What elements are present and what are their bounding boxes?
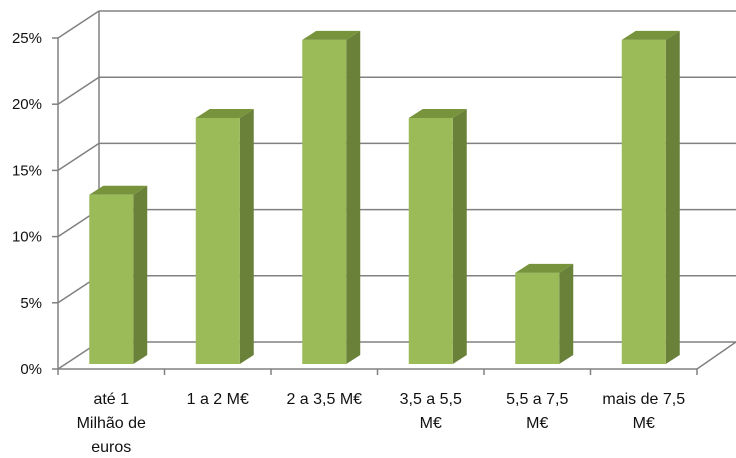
x-tick-label: M€ [633,415,655,432]
gridline-side [57,10,100,39]
bar-front [408,117,453,364]
x-tick-label: M€ [526,415,548,432]
x-tick-label: 3,5 a 5,5 [400,391,462,408]
floor-edge [696,341,736,370]
bar-front [302,39,347,365]
bar [408,108,467,364]
bar-side [559,263,574,364]
y-tick-label: 25% [12,30,42,47]
gridline-side [57,142,100,172]
bar [621,30,680,365]
y-axis-ticks: 0% 5% 10% 15% 20% 25% [12,30,58,378]
bar-top [621,30,680,40]
bar-side [239,108,254,364]
bar-side [133,185,148,364]
gridline-side [57,76,100,105]
bar-front [195,117,240,364]
x-axis-labels: até 1 Milhão de euros 1 a 2 M€ 2 a 3,5 M€ 3,5… [77,391,686,456]
bar-top [408,108,467,118]
bar [195,108,254,364]
bar-side [346,30,361,365]
y-tick-label: 5% [20,295,42,312]
bar-top [302,30,361,40]
bar-front [89,194,134,364]
bar-top [195,108,254,118]
y-tick-label: 0% [20,361,42,378]
x-tick-label: mais de 7,5 [602,391,685,408]
bar-front [515,272,560,364]
y-tick-label: 10% [12,229,42,246]
bar-side [665,30,680,365]
x-tick-label: 2 a 3,5 M€ [286,391,362,408]
bar [515,263,574,364]
bar [302,30,361,365]
bar-side [452,108,467,364]
bar-front [621,39,666,365]
x-tick-label: até 1 [93,391,129,408]
x-axis-ticks [57,369,698,375]
x-tick-label: Milhão de [77,415,146,432]
bar [89,185,148,364]
y-tick-label: 20% [12,96,42,113]
bar-top [89,185,148,195]
x-tick-label: 1 a 2 M€ [187,391,249,408]
x-tick-label: M€ [420,415,442,432]
bars [89,30,680,365]
x-tick-label: euros [91,439,131,456]
x-tick-label: 5,5 a 7,5 [506,391,568,408]
y-tick-label: 15% [12,162,42,179]
bar-top [515,263,574,273]
